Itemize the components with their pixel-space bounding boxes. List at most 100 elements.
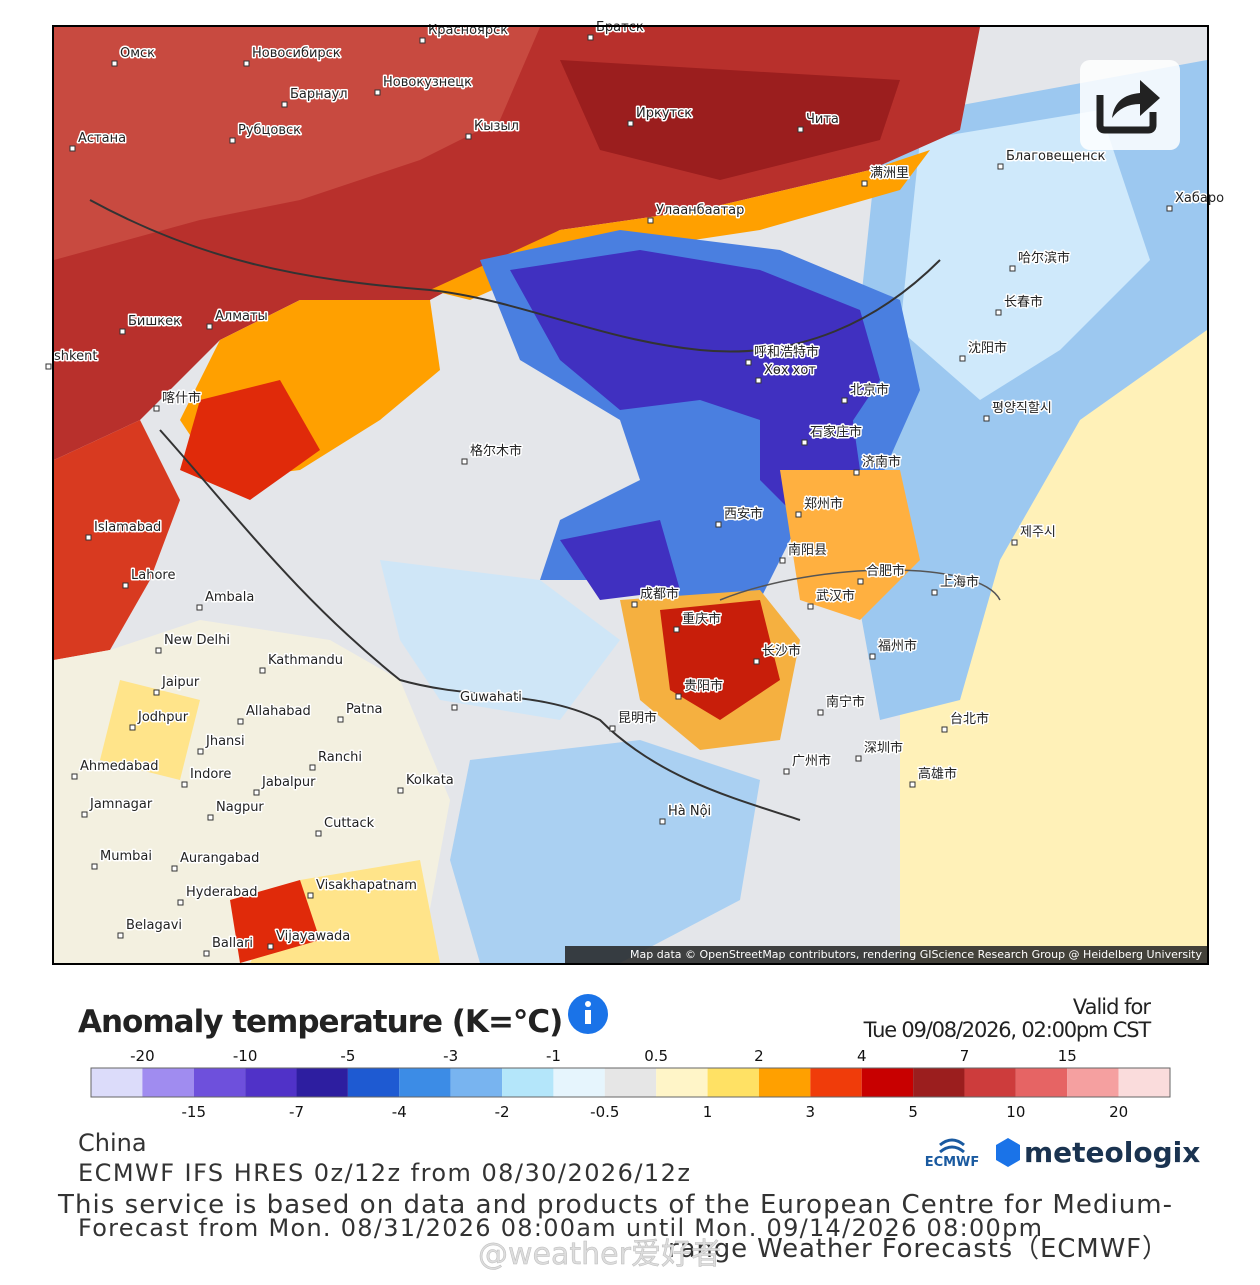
city-label: 贵阳市 bbox=[684, 678, 723, 694]
boundary-label: -7 bbox=[289, 1103, 304, 1121]
city-dot bbox=[206, 323, 213, 330]
color-swatch bbox=[347, 1068, 400, 1097]
city-label: Aurangabad bbox=[180, 851, 259, 866]
boundary-label: 2 bbox=[754, 1047, 764, 1065]
boundary-label: 4 bbox=[857, 1047, 867, 1065]
boundary-label: 5 bbox=[908, 1103, 918, 1121]
color-swatch bbox=[604, 1068, 657, 1097]
boundary-label: -3 bbox=[443, 1047, 458, 1065]
city-dot bbox=[675, 693, 682, 700]
city-dot bbox=[45, 363, 52, 370]
attribution-bg bbox=[565, 946, 1207, 963]
city-label: Ambala bbox=[205, 590, 254, 605]
area-hot-4 bbox=[180, 380, 320, 500]
city-label: 深圳市 bbox=[864, 740, 903, 756]
city-dot bbox=[85, 534, 92, 541]
share-button[interactable] bbox=[1080, 60, 1180, 150]
city-dot bbox=[931, 589, 938, 596]
city-label: 高雄市 bbox=[918, 766, 957, 782]
city-dot bbox=[197, 748, 204, 755]
city-dot bbox=[1011, 539, 1018, 546]
ocean-warm bbox=[900, 200, 1207, 963]
disclaimer: This service is based on data and produc… bbox=[57, 1190, 1172, 1220]
area-cool-2 bbox=[380, 560, 620, 720]
city-dot bbox=[807, 603, 814, 610]
city-dot bbox=[309, 764, 316, 771]
color-swatch bbox=[1118, 1068, 1170, 1097]
ecmwf-text: ECMWF bbox=[925, 1155, 980, 1170]
city-dot bbox=[207, 814, 214, 821]
city-dot bbox=[745, 359, 752, 366]
brand-text: meteologix bbox=[1024, 1136, 1200, 1169]
boundary-label: 0.5 bbox=[644, 1047, 668, 1065]
city-dot bbox=[587, 34, 594, 41]
city-label: 石家庄市 bbox=[810, 424, 862, 440]
city-dot bbox=[959, 355, 966, 362]
city-label: Ranchi bbox=[318, 750, 362, 765]
city-dot bbox=[755, 377, 762, 384]
city-dot bbox=[983, 415, 990, 422]
city-dot bbox=[801, 439, 808, 446]
city-dot bbox=[659, 818, 666, 825]
valid-time: Tue 09/08/2026, 02:00pm CST bbox=[863, 1018, 1152, 1042]
city-dot bbox=[122, 582, 129, 589]
city-dot bbox=[315, 830, 322, 837]
city-dot bbox=[1009, 265, 1016, 272]
info-button[interactable] bbox=[568, 994, 608, 1034]
city-dot bbox=[855, 755, 862, 762]
city-dot bbox=[995, 309, 1002, 316]
model: ECMWF IFS HRES 0z/12z from 08/30/2026/12… bbox=[78, 1159, 690, 1187]
city-label: Jhansi bbox=[205, 734, 245, 749]
city-label: Cuttack bbox=[324, 816, 375, 831]
city-label: Jaipur bbox=[161, 675, 200, 690]
city-label: 昆明市 bbox=[618, 710, 657, 726]
color-swatch bbox=[296, 1068, 348, 1097]
city-dot bbox=[153, 405, 160, 412]
city-dot bbox=[465, 133, 472, 140]
disclaimer: range Weather Forecasts（ECMWF） bbox=[668, 1234, 1168, 1264]
city-label: Indore bbox=[190, 767, 231, 782]
city-dot bbox=[941, 726, 948, 733]
color-swatch bbox=[399, 1068, 451, 1097]
ecmwf-logo: ECMWF bbox=[925, 1138, 980, 1170]
city-dot bbox=[647, 217, 654, 224]
city-label: Hà Nội bbox=[668, 804, 711, 819]
city-dot bbox=[841, 397, 848, 404]
city-label: 成都市 bbox=[640, 586, 679, 602]
city-dot bbox=[307, 892, 314, 899]
area-hot-3 bbox=[560, 60, 900, 180]
city-dot bbox=[81, 811, 88, 818]
colorbar-frame bbox=[90, 1067, 1171, 1098]
city-label: Jamnagar bbox=[89, 797, 153, 812]
boundary-label: -10 bbox=[233, 1047, 258, 1065]
city-dot bbox=[253, 789, 260, 796]
city-dot bbox=[153, 689, 160, 696]
city-label: Чита bbox=[806, 112, 839, 127]
city-dot bbox=[857, 578, 864, 585]
city-dot bbox=[1166, 205, 1173, 212]
color-swatch bbox=[142, 1068, 194, 1097]
city-dot bbox=[229, 137, 236, 144]
city-label: 格尔木市 bbox=[470, 443, 522, 459]
area-hot-6 bbox=[660, 600, 780, 720]
city-label: 哈尔滨市 bbox=[1018, 250, 1070, 266]
color-swatch bbox=[1015, 1068, 1068, 1097]
area-cool-light bbox=[900, 110, 1150, 400]
city-dot bbox=[267, 943, 274, 950]
region: China bbox=[78, 1129, 147, 1157]
valid-label: Valid for bbox=[1073, 995, 1152, 1019]
color-swatch bbox=[553, 1068, 605, 1097]
city-dot bbox=[337, 716, 344, 723]
city-label: 长沙市 bbox=[762, 643, 801, 659]
city-dot bbox=[71, 773, 78, 780]
boundary-label: -1 bbox=[546, 1047, 561, 1065]
border bbox=[719, 569, 1001, 601]
area-hot-5 bbox=[54, 420, 180, 660]
city-dot bbox=[753, 658, 760, 665]
color-swatch bbox=[810, 1068, 862, 1097]
city-dot bbox=[171, 865, 178, 872]
city-label: Ballari bbox=[212, 936, 253, 951]
legend-title: Anomaly temperature (K=°C) bbox=[78, 1004, 562, 1040]
